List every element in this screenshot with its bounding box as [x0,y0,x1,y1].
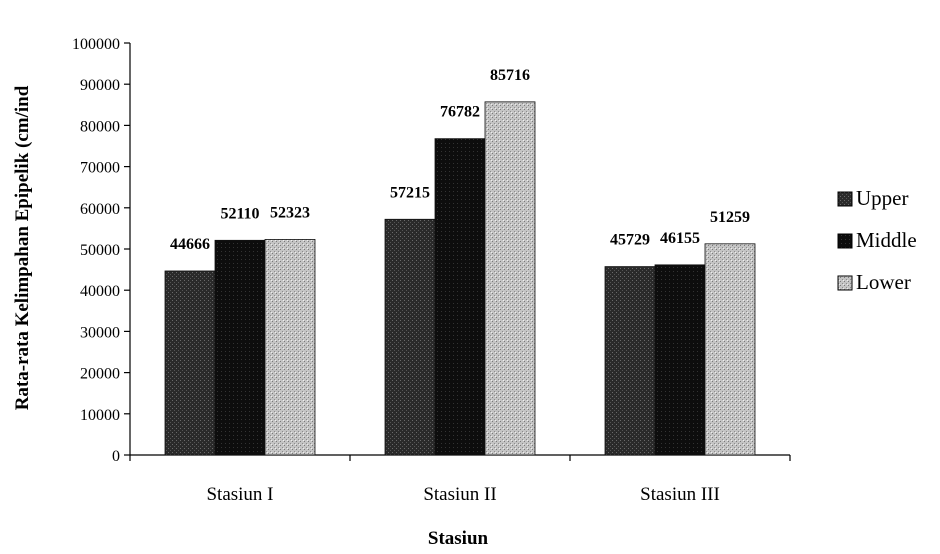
data-label: 52323 [270,204,310,221]
data-label: 85716 [490,67,530,84]
plot-area: 0 10000 20000 30000 40000 50000 60000 70000 8000… [72,36,917,505]
bar-lower [704,243,756,456]
legend-middle-swatch [837,233,853,249]
data-label: 44666 [170,236,210,253]
data-label: 45729 [610,232,650,249]
x-tick-label: Stasiun II [423,484,496,505]
y-tick-label: 10000 [80,407,120,424]
y-tick-label: 40000 [80,283,120,300]
y-tick-label: 20000 [80,366,120,383]
bar-upper [164,270,216,456]
y-tick-label: 100000 [72,36,120,53]
data-label: 57215 [390,184,430,201]
bar-lower [484,101,536,456]
data-label: 76782 [440,104,480,121]
data-label: 46155 [660,230,700,247]
data-label: 52110 [220,205,259,222]
y-tick-label: 70000 [80,160,120,177]
y-tick-label: 80000 [80,118,120,135]
bar-middle [214,239,266,456]
y-tick-label: 60000 [80,201,120,218]
bar-upper [384,218,436,456]
data-label: 51259 [710,209,750,226]
legend-upper-label: Upper [856,186,908,210]
y-tick-label: 30000 [80,324,120,341]
y-tick-label: 50000 [80,242,120,259]
y-tick-label: 0 [112,448,120,465]
bar-upper [604,266,656,456]
bar-lower [264,239,316,456]
x-tick-label: Stasiun III [640,484,720,505]
legend-upper-swatch [837,191,853,207]
legend-middle-label: Middle [856,228,917,252]
legend-lower-swatch [837,275,853,291]
bar-middle [654,264,706,456]
y-axis-title: Rata-rata Kelimpahan Epipelik (cm/ind [12,85,33,410]
x-tick-label: Stasiun I [206,484,273,505]
bar-middle [434,138,486,456]
x-axis-title: Stasiun [428,528,489,549]
y-tick-label: 90000 [80,77,120,94]
legend-lower-label: Lower [856,270,911,294]
